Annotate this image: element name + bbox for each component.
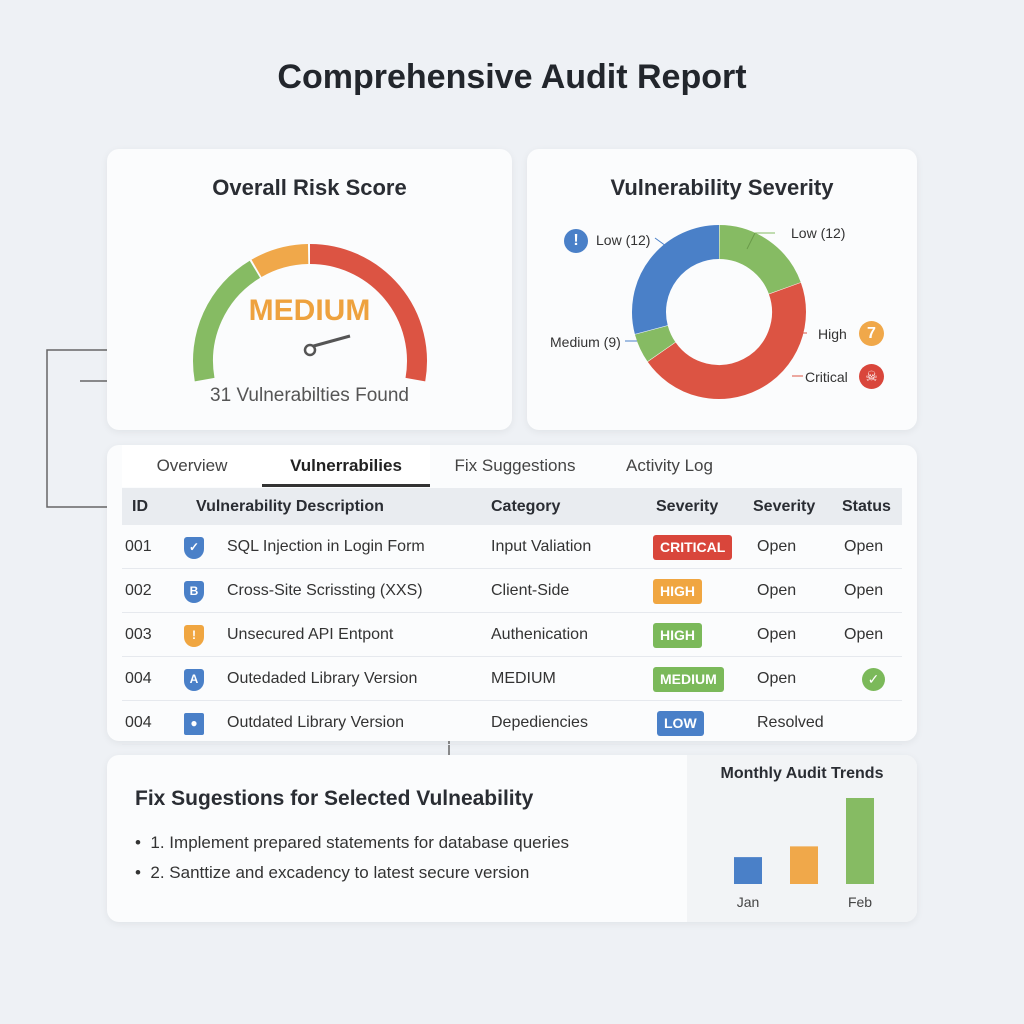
row-description: Unsecured API Entpont xyxy=(227,626,394,643)
row-category: Client-Side xyxy=(491,582,570,599)
chart-title: Monthly Audit Trends xyxy=(720,765,884,782)
row-category: Authenication xyxy=(491,626,588,643)
row-description: Cross-Site Scrissting (XXS) xyxy=(227,582,423,599)
legend-critical: Critical xyxy=(805,369,848,385)
status: Open xyxy=(844,582,884,599)
monthly-trends-chart: Monthly Audit Trends Jan Feb xyxy=(687,755,917,922)
table-row[interactable]: 002 B Cross-Site Scrissting (XXS) Client… xyxy=(122,569,902,613)
table-row[interactable]: 004 A Outedaded Library Version MEDIUM M… xyxy=(122,657,902,701)
row-id: 004 xyxy=(125,670,152,687)
risk-level: MEDIUM xyxy=(248,294,371,327)
high-count-badge: 7 xyxy=(859,321,884,346)
shield-b-icon: B xyxy=(184,581,204,603)
row-severity-2: Open xyxy=(757,626,797,643)
header-category: Category xyxy=(491,498,561,515)
legend-medium: Medium (9) xyxy=(550,334,621,350)
bar-Feb xyxy=(846,798,874,884)
shield-check-icon: ✓ xyxy=(184,537,204,559)
header-status: Status xyxy=(842,498,891,515)
x-tick-label: Jan xyxy=(737,894,760,910)
donut-segment-low xyxy=(718,225,801,295)
row-severity-2: Resolved xyxy=(757,714,824,731)
header-severity: Severity xyxy=(656,498,719,515)
status: Open xyxy=(844,538,884,555)
fix-item-text: 2. Santtize and excadency to latest secu… xyxy=(150,863,530,882)
shield-a-icon: A xyxy=(184,669,204,691)
fix-item-text: 1. Implement prepared statements for dat… xyxy=(150,833,570,852)
row-category: Depediencies xyxy=(491,714,588,731)
legend-high: High xyxy=(818,326,847,342)
header-severity-2: Severity xyxy=(753,498,816,515)
row-description: Outdated Library Version xyxy=(227,714,404,731)
status: Open xyxy=(844,626,884,643)
donut-segment-medium xyxy=(634,325,676,362)
donut-segment-low-blue xyxy=(632,225,720,335)
table-row[interactable]: 003 ! Unsecured API Entpont Authenicatio… xyxy=(122,613,902,657)
tab-bar: Overview Vulnerrabilies Fix Suggestions … xyxy=(122,445,902,487)
severity-title: Vulnerability Severity xyxy=(610,175,834,200)
header-description: Vulnerability Description xyxy=(196,498,384,515)
severity-donut xyxy=(625,223,807,399)
skull-icon: ☠ xyxy=(859,364,884,389)
row-description: SQL Injection in Login Form xyxy=(227,538,425,555)
row-category: MEDIUM xyxy=(491,670,556,687)
tab-vulnerabilities[interactable]: Vulnerrabilies xyxy=(262,445,430,487)
row-id: 004 xyxy=(125,714,152,731)
table-header: ID Vulnerability Description Category Se… xyxy=(122,488,902,525)
donut-segment-critical-high xyxy=(647,282,806,399)
table-row[interactable]: 001 ✓ SQL Injection in Login Form Input … xyxy=(122,525,902,569)
severity-badge: MEDIUM xyxy=(653,667,724,692)
shield-warning-icon: ! xyxy=(184,625,204,647)
tab-overview[interactable]: Overview xyxy=(122,445,262,487)
row-id: 003 xyxy=(125,626,152,643)
fix-item: • 2. Santtize and excadency to latest se… xyxy=(135,863,530,882)
legend-low-left: Low (12) xyxy=(596,232,651,248)
x-tick-label: Feb xyxy=(848,894,872,910)
row-description: Outedaded Library Version xyxy=(227,670,418,687)
user-icon: ● xyxy=(184,713,204,735)
header-id: ID xyxy=(132,498,148,515)
risk-score-title: Overall Risk Score xyxy=(212,175,407,200)
gauge-needle-icon xyxy=(303,334,351,357)
risk-score-card: Overall Risk Score MEDIUM 31 Vulnerabilt… xyxy=(107,149,512,430)
severity-badge: CRITICAL xyxy=(653,535,733,560)
risk-gauge xyxy=(193,244,427,382)
gauge-red-segment xyxy=(309,244,427,382)
fix-title: Fix Sugestions for Selected Vulneability xyxy=(135,787,534,810)
check-icon: ✓ xyxy=(862,668,885,691)
fix-item: • 1. Implement prepared statements for d… xyxy=(135,833,570,852)
legend-low-right: Low (12) xyxy=(791,225,846,241)
row-severity-2: Open xyxy=(757,538,797,555)
gauge-orange-segment xyxy=(251,244,309,278)
tab-activity-log[interactable]: Activity Log xyxy=(626,456,713,475)
severity-card: Vulnerability Severity ! Low (12) Low (1… xyxy=(527,149,917,430)
bar-month-2 xyxy=(790,846,818,884)
vulnerabilities-panel: Overview Vulnerrabilies Fix Suggestions … xyxy=(107,445,917,745)
row-id: 001 xyxy=(125,538,152,555)
row-severity-2: Open xyxy=(757,582,797,599)
row-id: 002 xyxy=(125,582,152,599)
row-severity-2: Open xyxy=(757,670,797,687)
alert-icon: ! xyxy=(564,229,588,253)
page-title: Comprehensive Audit Report xyxy=(277,58,747,96)
gauge-green-segment xyxy=(193,260,261,382)
fix-suggestions-panel: Fix Sugestions for Selected Vulneability… xyxy=(107,755,917,922)
severity-badge: HIGH xyxy=(653,623,702,648)
severity-badge: HIGH xyxy=(653,579,702,604)
table-row[interactable]: 004 ● Outdated Library Version Depedienc… xyxy=(122,701,902,745)
tab-fix-suggestions[interactable]: Fix Suggestions xyxy=(454,456,576,475)
severity-badge: LOW xyxy=(657,711,704,736)
row-category: Input Valiation xyxy=(491,538,592,555)
bar-Jan xyxy=(734,857,762,884)
vulnerabilities-found: 31 Vulnerabilties Found xyxy=(210,385,409,406)
